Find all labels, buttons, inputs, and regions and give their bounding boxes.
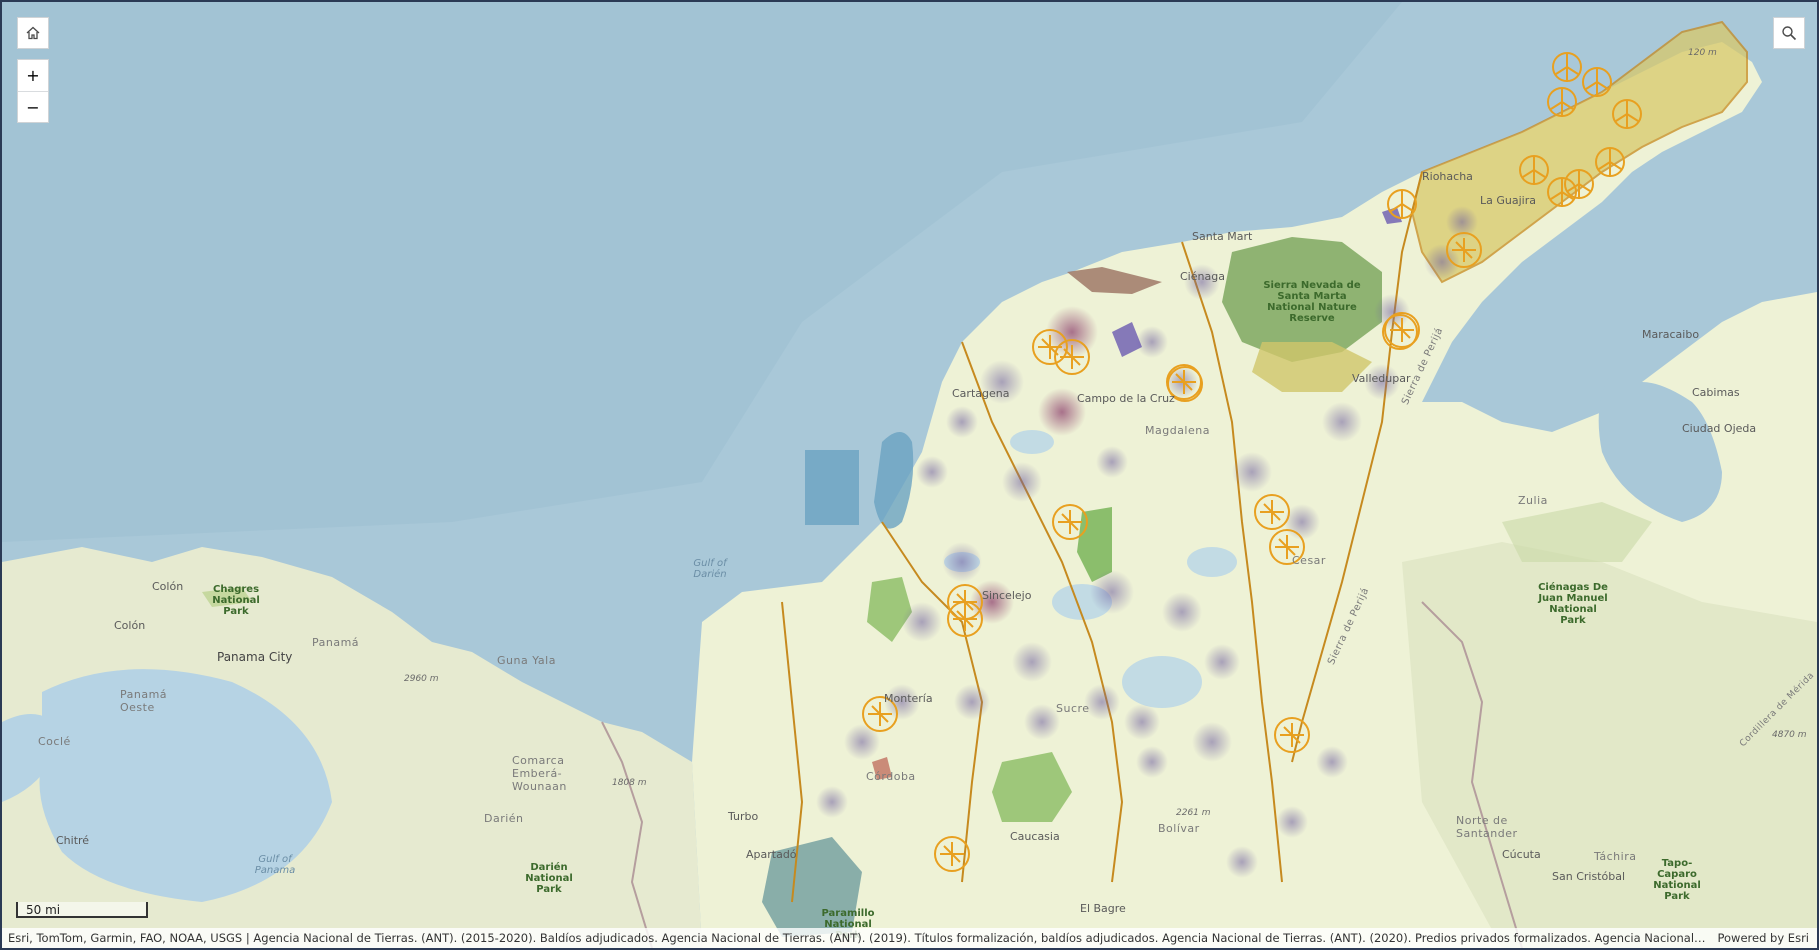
wind-icons <box>1387 52 1642 219</box>
solar-icon <box>1254 494 1290 530</box>
solar-icon <box>1167 366 1203 402</box>
pacific-west <box>2 714 62 802</box>
wind-icon <box>1595 147 1625 177</box>
park-1 <box>867 577 912 642</box>
chagres-park <box>202 587 252 607</box>
scale-bar: 50 mi <box>16 902 148 918</box>
country-border-panama <box>601 721 653 948</box>
sierra-nevada-buffer <box>1252 342 1372 392</box>
wind-icon <box>1547 87 1577 117</box>
purple-area-2 <box>1382 207 1402 224</box>
search-icon <box>1782 26 1797 41</box>
solar-icon <box>1032 329 1068 365</box>
marine-area-2 <box>874 432 914 529</box>
heat-blobs <box>816 206 1478 878</box>
scale-label: 50 mi <box>26 903 61 917</box>
red-area <box>872 757 892 780</box>
solar-icon <box>1384 312 1420 348</box>
purple-area-1 <box>1112 322 1142 357</box>
marine-area <box>805 450 859 525</box>
zoom-in-icon: + <box>26 66 40 85</box>
wind-icon <box>1547 177 1577 207</box>
zoom-out-button[interactable]: − <box>18 92 48 123</box>
solar-icon <box>1446 232 1482 268</box>
brown-area <box>1067 267 1162 294</box>
paramillo-park <box>762 837 862 937</box>
wind-icon <box>1612 99 1642 129</box>
home-icon <box>26 26 40 40</box>
country-border <box>1421 601 1523 948</box>
zoom-in-button[interactable]: + <box>18 60 48 92</box>
park-2 <box>992 752 1072 822</box>
solar-icon <box>862 696 898 732</box>
wind-icon <box>1519 155 1549 185</box>
venezuela-terrain <box>1402 542 1817 948</box>
solar-icon <box>1274 717 1310 753</box>
wind-icon <box>1582 67 1612 97</box>
solar-icons <box>862 232 1482 872</box>
attribution-bar: Esri, TomTom, Garmin, FAO, NOAA, USGS | … <box>2 928 1817 948</box>
search-button[interactable] <box>1773 17 1805 49</box>
zoom-control: + − <box>17 59 49 123</box>
solar-icon <box>1054 339 1090 375</box>
powered-by-esri[interactable]: Powered by Esri <box>1717 931 1810 945</box>
zoom-out-icon: − <box>26 98 40 117</box>
wind-icon <box>1552 52 1582 82</box>
solar-icon <box>1269 529 1305 565</box>
deep-sea <box>2 2 1402 542</box>
sierra-nevada-park <box>1222 237 1382 362</box>
dept-boundaries <box>781 171 1423 903</box>
wetlands <box>944 430 1237 708</box>
cienagas-park <box>1502 502 1652 562</box>
lake-maracaibo <box>1598 372 1722 522</box>
home-button[interactable] <box>17 17 49 49</box>
attribution-text[interactable]: Esri, TomTom, Garmin, FAO, NOAA, USGS | … <box>8 931 1708 945</box>
solar-icon <box>934 836 970 872</box>
gulf-of-panama <box>39 669 332 902</box>
wind-icon <box>1387 189 1417 219</box>
wind-icon <box>1564 169 1594 199</box>
solar-icon <box>947 601 983 637</box>
solar-icon <box>1382 314 1418 350</box>
solar-icon <box>1052 504 1088 540</box>
